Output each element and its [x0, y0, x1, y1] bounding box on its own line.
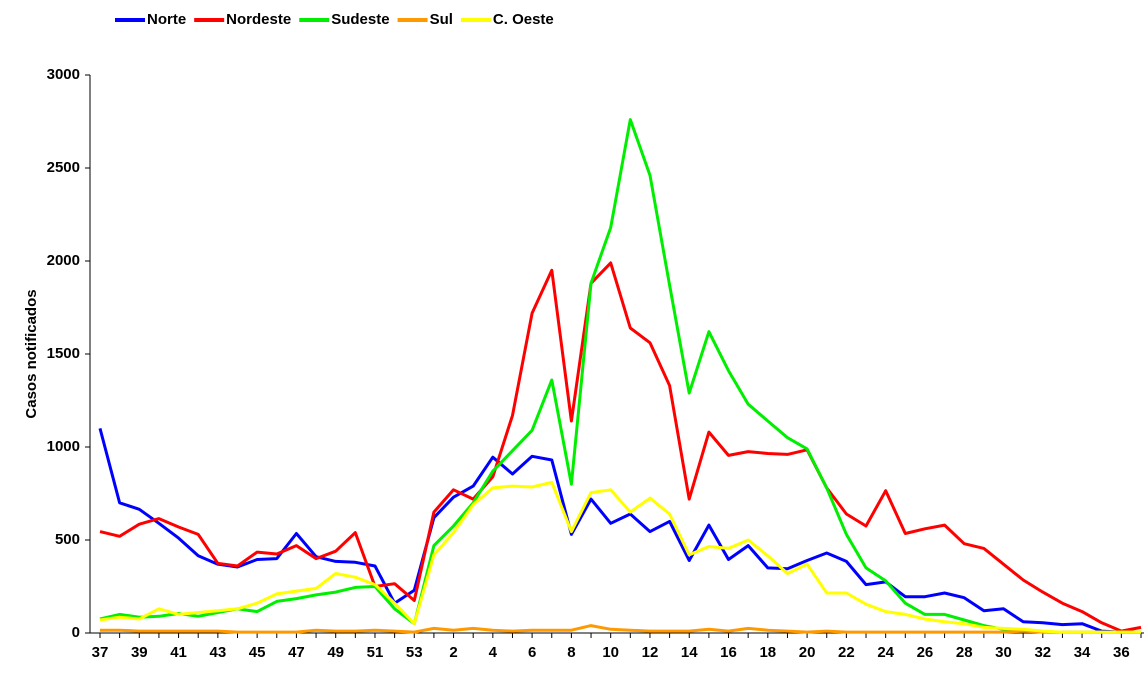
x-tick-label: 36: [1113, 644, 1130, 661]
line-series: [99, 118, 1141, 634]
y-tick-label: 3000: [47, 66, 80, 83]
y-tick-label: 1000: [47, 438, 80, 455]
x-tick-label: 34: [1074, 644, 1091, 661]
x-tick-label: 14: [681, 644, 698, 661]
legend-label: Sudeste: [331, 11, 389, 28]
x-tick-label: 39: [131, 644, 148, 661]
x-tick-label: 2: [449, 644, 457, 661]
line-series: [100, 624, 1141, 634]
y-tick-label: 2500: [47, 159, 80, 176]
legend-label: Nordeste: [226, 11, 291, 28]
x-tick-label: 6: [528, 644, 536, 661]
x-tick-label: 22: [838, 644, 855, 661]
x-tick-label: 24: [877, 644, 894, 661]
y-tick-label: 0: [72, 624, 80, 641]
x-tick-label: 45: [249, 644, 266, 661]
x-tick-label: 4: [489, 644, 498, 661]
y-tick-label: 1500: [47, 345, 80, 362]
x-tick-label: 41: [170, 644, 187, 661]
y-tick-label: 500: [55, 531, 80, 548]
legend-label: C. Oeste: [493, 11, 554, 28]
x-tick-label: 28: [956, 644, 973, 661]
x-tick-label: 10: [602, 644, 619, 661]
x-tick-label: 30: [995, 644, 1012, 661]
x-tick-label: 26: [917, 644, 934, 661]
x-tick-label: 20: [799, 644, 816, 661]
legend-label: Norte: [147, 11, 186, 28]
line-series: [98, 428, 1141, 634]
x-tick-label: 53: [406, 644, 423, 661]
x-tick-label: 18: [759, 644, 776, 661]
x-tick-label: 32: [1034, 644, 1051, 661]
y-axis-label: Casos notificados: [23, 289, 40, 418]
x-tick-label: 16: [720, 644, 737, 661]
x-tick-label: 8: [567, 644, 575, 661]
line-series: [99, 261, 1142, 633]
y-tick-label: 2000: [47, 252, 80, 269]
legend-label: Sul: [430, 11, 453, 28]
x-tick-label: 47: [288, 644, 305, 661]
x-tick-label: 43: [210, 644, 227, 661]
x-tick-label: 12: [642, 644, 659, 661]
x-tick-label: 49: [327, 644, 344, 661]
x-tick-label: 37: [92, 644, 109, 661]
x-tick-label: 51: [367, 644, 384, 661]
line-series: [99, 480, 1141, 634]
